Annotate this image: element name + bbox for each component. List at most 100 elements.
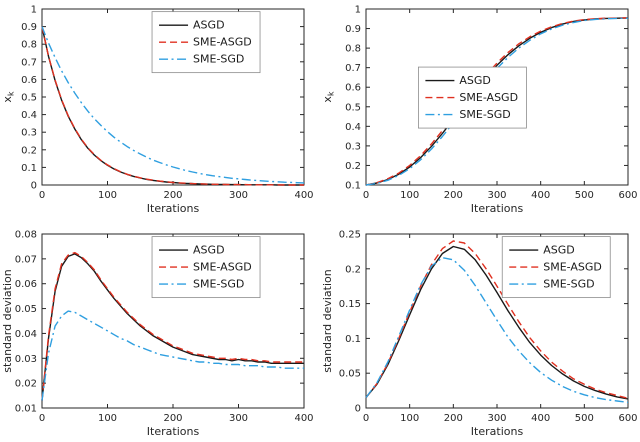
y-tick-label: 0.9: [345, 24, 361, 35]
y-axis-label: xk: [321, 91, 336, 103]
legend-label-sme-sgd: SME-SGD: [459, 108, 510, 121]
y-tick-label: 0.5: [345, 102, 361, 113]
x-tick-label: 300: [487, 413, 506, 424]
x-tick-label: 400: [294, 190, 313, 201]
legend-label-sme-sgd: SME-SGD: [193, 278, 244, 291]
y-tick-label: 0.2: [345, 264, 361, 275]
x-axis-label: Iterations: [147, 425, 200, 438]
x-tick-label: 0: [363, 190, 369, 201]
y-tick-label: 0.03: [15, 354, 37, 365]
y-axis-label: standard deviation: [321, 269, 334, 372]
series-line-sme-asgd: [41, 251, 304, 401]
series-line-asgd: [41, 253, 304, 401]
x-tick-label: 100: [400, 190, 419, 201]
series-line-sme-asgd: [365, 17, 629, 186]
x-tick-label: 300: [229, 190, 248, 201]
y-tick-label: 0.6: [345, 83, 361, 94]
y-tick-label: 0.1: [345, 334, 361, 345]
x-axis-label: Iterations: [471, 425, 524, 438]
y-tick-label: 0.2: [21, 145, 37, 156]
plot-xk-vs-iterations-400: 0 100 200 300 400 0 0.1 0.2 0.3 0.4 0.5 0.6 0.7 0.8 0.…: [1, 5, 314, 216]
legend-label-sme-asgd: SME-ASGD: [193, 261, 252, 274]
y-tick-label: 0.3: [345, 141, 361, 152]
y-tick-label: 0.05: [15, 304, 37, 315]
x-tick-label: 100: [98, 190, 117, 201]
x-tick-label: 500: [575, 190, 594, 201]
y-tick-label: 0.8: [345, 44, 361, 55]
legend: ASGD SME-ASGD SME-SGD: [418, 66, 527, 129]
legend-label-asgd: ASGD: [459, 74, 491, 87]
y-tick-label: 0.8: [21, 40, 37, 51]
series-line-sme-asgd: [365, 240, 629, 399]
x-tick-label: 100: [98, 413, 117, 424]
legend-label-sme-asgd: SME-ASGD: [193, 36, 252, 49]
y-tick-label: 0.08: [15, 230, 37, 241]
x-tick-label: 400: [294, 413, 313, 424]
x-tick-label: 500: [575, 413, 594, 424]
x-tick-label: 100: [400, 413, 419, 424]
x-tick-label: 400: [531, 413, 550, 424]
y-tick-label: 0.7: [21, 57, 37, 68]
x-tick-label: 200: [444, 413, 463, 424]
y-tick-label: 1: [31, 5, 37, 16]
y-tick-label: 1: [355, 5, 361, 16]
legend-box: [418, 66, 527, 129]
series-line-sme-sgd: [41, 26, 305, 184]
y-tick-label: 0.06: [15, 279, 37, 290]
legend: ASGD SME-ASGD SME-SGD: [501, 236, 611, 299]
plot-std-vs-iterations-600: 0 100 200 300 400 500 600 0 0.05 0.1 0.15 0.2 0.25 It…: [321, 230, 638, 439]
x-tick-label: 0: [363, 413, 369, 424]
legend-label-asgd: ASGD: [543, 244, 575, 257]
y-tick-label: 0.3: [21, 128, 37, 139]
y-axis-label: standard deviation: [1, 269, 14, 372]
series-line-sme-sgd: [41, 310, 304, 401]
plot-xk-vs-iterations-600: 0 100 200 300 400 500 600 0.1 0.2 0.3 0.4 0.5 0.6 0.7…: [321, 5, 638, 216]
y-tick-label: 0.4: [345, 122, 361, 133]
legend-label-asgd: ASGD: [193, 244, 225, 257]
y-tick-label: 0.04: [15, 329, 37, 340]
x-tick-label: 200: [444, 190, 463, 201]
y-tick-label: 0.05: [339, 369, 361, 380]
legend-label-sme-sgd: SME-SGD: [543, 278, 594, 291]
x-tick-label: 600: [618, 190, 637, 201]
legend-label-sme-asgd: SME-ASGD: [543, 261, 602, 274]
x-axis-label: Iterations: [471, 202, 524, 215]
y-tick-label: 0.02: [15, 379, 37, 390]
plot-std-vs-iterations-400: 0 100 200 300 400 0.01 0.02 0.03 0.04 0.05 0.06 0.0…: [1, 230, 314, 439]
y-tick-label: 0.4: [21, 110, 37, 121]
y-axis-label: xk: [1, 91, 16, 103]
y-tick-label: 0.07: [15, 254, 37, 265]
subplot-top-left: 0 100 200 300 400 0 0.1 0.2 0.3 0.4 0.5 0.6 0.7 0.8 0.…: [0, 0, 320, 221]
legend-label-asgd: ASGD: [193, 19, 225, 32]
x-tick-label: 300: [229, 413, 248, 424]
series-line-asgd: [365, 245, 629, 400]
x-tick-label: 400: [531, 190, 550, 201]
x-tick-label: 600: [618, 413, 637, 424]
y-tick-label: 0: [31, 181, 37, 192]
y-tick-label: 0.7: [345, 63, 361, 74]
series-line-sme-asgd: [41, 26, 304, 186]
y-tick-label: 0.1: [21, 163, 37, 174]
y-tick-label: 0.15: [339, 299, 361, 310]
x-tick-label: 200: [163, 413, 182, 424]
series-line-sme-sgd: [365, 257, 629, 404]
subplot-bottom-right: 0 100 200 300 400 500 600 0 0.05 0.1 0.15 0.2 0.25 It…: [320, 221, 640, 442]
x-tick-label: 200: [163, 190, 182, 201]
x-axis-label: Iterations: [147, 202, 200, 215]
x-tick-label: 0: [39, 413, 45, 424]
y-tick-label: 0.6: [21, 75, 37, 86]
legend-box: [501, 236, 611, 299]
y-tick-label: 0.2: [345, 161, 361, 172]
legend-label-sme-asgd: SME-ASGD: [459, 91, 518, 104]
y-tick-label: 0.5: [21, 93, 37, 104]
x-tick-label: 0: [39, 190, 45, 201]
y-tick-label: 0: [355, 404, 361, 415]
series-line-asgd: [365, 17, 629, 186]
y-tick-label: 0.9: [21, 22, 37, 33]
legend: ASGD SME-ASGD SME-SGD: [151, 236, 261, 299]
legend: ASGD SME-ASGD SME-SGD: [151, 11, 261, 74]
legend-label-sme-sgd: SME-SGD: [193, 53, 244, 66]
y-tick-label: 0.01: [15, 404, 37, 415]
y-tick-label: 0.1: [345, 181, 361, 192]
